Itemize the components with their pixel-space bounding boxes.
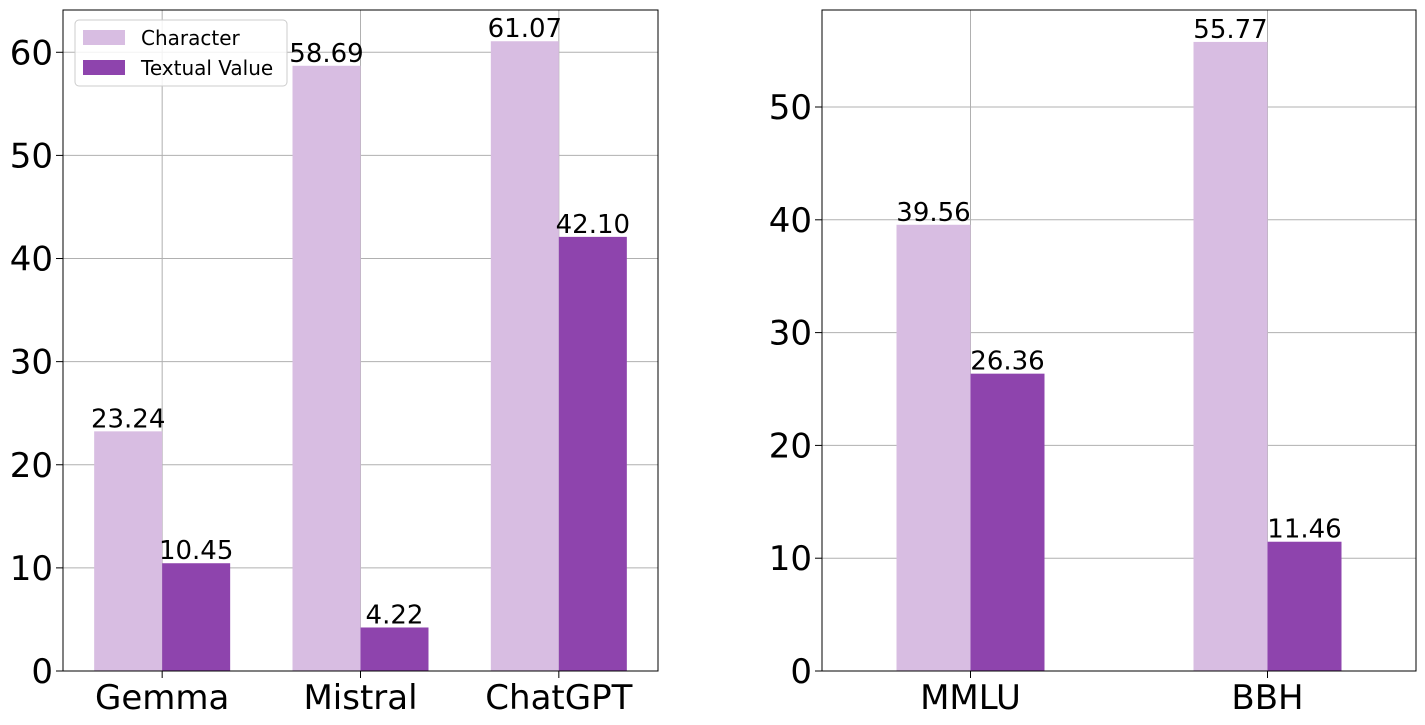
data-label: 26.36 [970,347,1044,377]
data-label: 55.77 [1193,15,1267,45]
data-label: 11.46 [1267,515,1341,545]
x-axis: MMLU BBH [920,671,1304,718]
data-label: 10.45 [159,536,233,566]
y-tick-label: 20 [10,446,53,486]
x-tick-label: BBH [1231,678,1303,718]
bar-textual-value [558,236,627,672]
x-tick-label: Gemma [95,678,229,718]
x-tick-label: Mistral [303,678,417,718]
y-tick-label: 50 [769,88,812,128]
y-tick-label: 40 [10,240,53,280]
y-tick-label: 10 [769,539,812,579]
bars: 23.24 58.69 61.07 10.45 4.22 42.10 [91,14,630,672]
y-tick-label: 30 [769,314,812,354]
right-bar-chart: 39.56 55.77 26.36 11.46 0 10 20 30 40 50 MMLU BBH [769,9,1417,718]
x-tick-label: MMLU [920,678,1021,718]
y-tick-label: 60 [10,33,53,73]
legend-swatch [83,60,125,75]
y-tick-label: 40 [769,201,812,241]
data-label: 23.24 [91,404,165,434]
legend-label: Character [141,26,241,50]
y-tick-label: 10 [10,549,53,589]
data-label: 4.22 [366,600,424,630]
y-tick-label: 50 [10,136,53,176]
bar-textual-value [360,627,429,671]
legend-box [74,19,288,87]
bar-textual-value [1267,541,1342,671]
legend-swatch [83,30,125,45]
bars: 39.56 55.77 26.36 11.46 [896,15,1342,672]
bar-character [490,41,559,671]
y-axis: 0 10 20 30 40 50 [769,88,822,692]
bar-character [896,224,971,671]
left-bar-chart: 23.24 58.69 61.07 10.45 4.22 42.10 0 10 20 30 40 50… [10,9,659,718]
data-label: 39.56 [896,198,970,228]
bar-character [94,431,163,671]
y-tick-label: 0 [31,652,53,692]
bar-character [1193,41,1268,672]
y-tick-label: 30 [10,343,53,383]
bar-textual-value [162,563,231,671]
bar-textual-value [970,373,1045,671]
x-tick-label: ChatGPT [485,678,632,718]
legend-label: Textual Value [140,56,273,80]
data-label: 42.10 [556,210,630,240]
bar-character [292,65,361,672]
y-tick-label: 0 [790,652,812,692]
legend: Character Textual Value [74,19,288,87]
data-label: 58.69 [289,39,363,69]
plot-frame [821,9,1417,672]
y-tick-label: 20 [769,426,812,466]
data-label: 61.07 [488,14,562,44]
y-axis: 0 10 20 30 40 50 60 [10,33,63,692]
x-axis: Gemma Mistral ChatGPT [95,671,633,718]
